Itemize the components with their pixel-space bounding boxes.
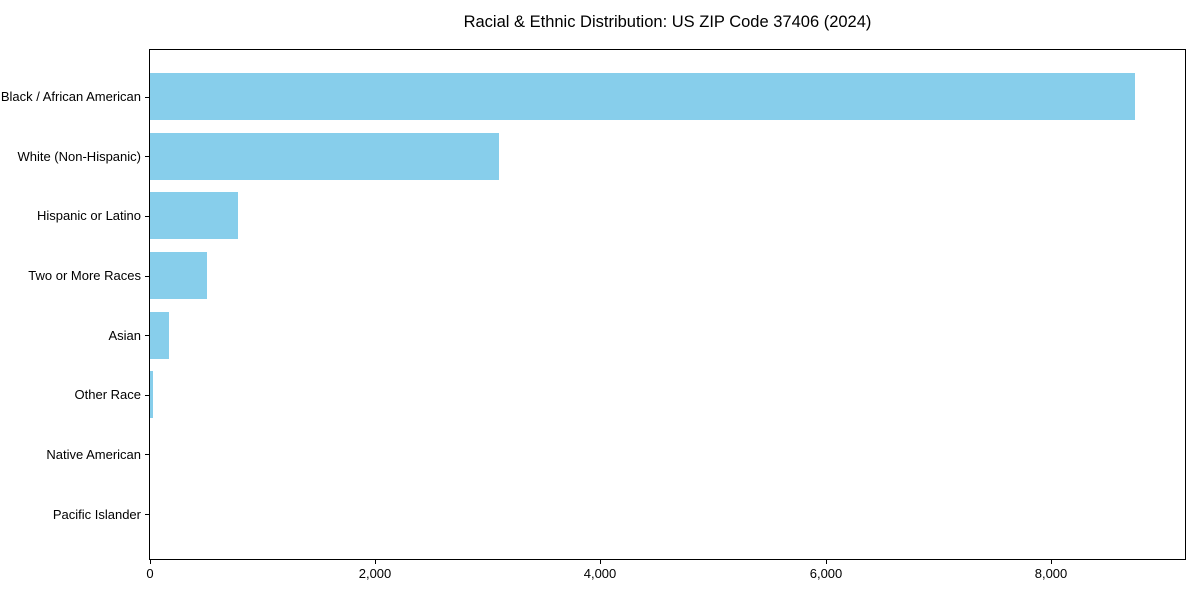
y-tick-label: Pacific Islander <box>52 507 141 522</box>
y-tick <box>145 276 149 277</box>
y-tick-label: Native American <box>46 447 141 462</box>
chart-title: Racial & Ethnic Distribution: US ZIP Cod… <box>463 13 872 31</box>
x-tick <box>150 560 151 564</box>
y-tick <box>145 454 149 455</box>
y-tick-label: Other Race <box>74 387 141 402</box>
y-tick-label: Hispanic or Latino <box>36 208 141 223</box>
x-tick-label: 8,000 <box>1034 566 1068 581</box>
x-tick-label: 0 <box>146 566 154 581</box>
y-tick-label: White (Non-Hispanic) <box>17 149 141 164</box>
bar-black-african-american <box>150 73 1135 121</box>
x-tick <box>1051 560 1052 564</box>
y-tick <box>145 97 149 98</box>
x-tick-label: 4,000 <box>583 566 617 581</box>
bar-white-non-hispanic <box>150 132 499 180</box>
y-tick <box>145 335 149 336</box>
y-tick <box>145 395 149 396</box>
bar-two-or-more-races <box>150 252 207 300</box>
y-tick-label: Asian <box>108 328 141 343</box>
bar-other-race <box>150 371 153 419</box>
x-tick-label: 2,000 <box>358 566 392 581</box>
x-tick <box>600 560 601 564</box>
y-tick <box>145 156 149 157</box>
plot-area <box>149 49 1186 560</box>
x-tick <box>375 560 376 564</box>
bar-hispanic-or-latino <box>150 192 238 240</box>
x-tick-label: 6,000 <box>809 566 843 581</box>
y-tick <box>145 216 149 217</box>
bar-asian <box>150 311 169 359</box>
y-tick-label: Black / African American <box>0 89 141 104</box>
y-tick-label: Two or More Races <box>28 268 141 283</box>
x-tick <box>826 560 827 564</box>
y-tick <box>145 514 149 515</box>
